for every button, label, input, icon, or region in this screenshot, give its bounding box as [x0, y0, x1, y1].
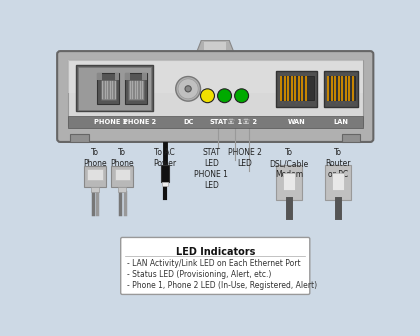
Text: - Status LED (Provisioning, Alert, etc.): - Status LED (Provisioning, Alert, etc.): [127, 270, 271, 279]
Text: To AC
Power: To AC Power: [153, 148, 176, 168]
Circle shape: [329, 101, 331, 104]
Circle shape: [218, 89, 231, 103]
Polygon shape: [196, 40, 235, 54]
Circle shape: [235, 89, 249, 103]
Polygon shape: [125, 74, 130, 80]
Circle shape: [295, 101, 298, 104]
Text: ☏ 2: ☏ 2: [242, 119, 257, 125]
Bar: [97, 74, 119, 104]
Text: - LAN Activity/Link LED on Each Ethernet Port: - LAN Activity/Link LED on Each Ethernet…: [127, 259, 301, 268]
Bar: [280, 76, 314, 100]
Text: To
Phone: To Phone: [83, 148, 107, 168]
Text: To
Router
or PC: To Router or PC: [325, 148, 350, 179]
Text: - Phone 1, Phone 2 LED (In-Use, Registered, Alert): - Phone 1, Phone 2 LED (In-Use, Register…: [127, 281, 317, 290]
FancyBboxPatch shape: [57, 51, 373, 142]
Text: STAT: STAT: [209, 119, 228, 125]
Bar: [68, 60, 362, 93]
Bar: [276, 71, 317, 107]
Text: STAT
LED
PHONE 1
LED: STAT LED PHONE 1 LED: [194, 148, 228, 191]
Bar: [115, 169, 130, 180]
Text: ☏ 1: ☏ 1: [227, 119, 242, 125]
Bar: [129, 80, 144, 99]
Circle shape: [185, 86, 191, 92]
Bar: [205, 42, 226, 53]
Text: LED Indicators: LED Indicators: [176, 247, 255, 257]
Text: LAN: LAN: [333, 119, 348, 125]
Bar: [70, 134, 89, 142]
Text: DC: DC: [183, 119, 193, 125]
Circle shape: [343, 101, 345, 104]
Circle shape: [178, 79, 198, 99]
Circle shape: [336, 101, 338, 104]
Bar: [162, 182, 168, 186]
Bar: [111, 166, 133, 187]
Bar: [84, 166, 106, 187]
FancyBboxPatch shape: [121, 238, 310, 294]
Circle shape: [302, 101, 305, 104]
Bar: [331, 173, 344, 190]
Circle shape: [200, 89, 215, 103]
Bar: [118, 187, 126, 192]
Text: PHONE 2: PHONE 2: [123, 119, 157, 125]
Bar: [324, 71, 358, 107]
Text: PHONE 1: PHONE 1: [94, 119, 127, 125]
Bar: [87, 169, 103, 180]
Bar: [68, 60, 362, 126]
Text: WAN: WAN: [288, 119, 305, 125]
Bar: [161, 165, 169, 182]
Bar: [125, 74, 147, 104]
Bar: [78, 67, 151, 110]
Bar: [76, 65, 153, 111]
Bar: [325, 165, 351, 201]
Circle shape: [350, 101, 352, 104]
Circle shape: [281, 101, 284, 104]
Circle shape: [289, 101, 291, 104]
Bar: [68, 116, 362, 128]
Circle shape: [176, 77, 200, 101]
Polygon shape: [142, 74, 147, 80]
Bar: [327, 76, 355, 100]
Polygon shape: [97, 74, 102, 80]
Text: To
Phone: To Phone: [110, 148, 134, 168]
Bar: [276, 165, 302, 201]
Bar: [341, 134, 360, 142]
Polygon shape: [115, 74, 119, 80]
Text: To
DSL/Cable
Modem: To DSL/Cable Modem: [269, 148, 309, 179]
Bar: [283, 173, 295, 190]
Text: PHONE 2
LED: PHONE 2 LED: [228, 148, 262, 168]
Bar: [91, 187, 99, 192]
Bar: [100, 80, 116, 99]
